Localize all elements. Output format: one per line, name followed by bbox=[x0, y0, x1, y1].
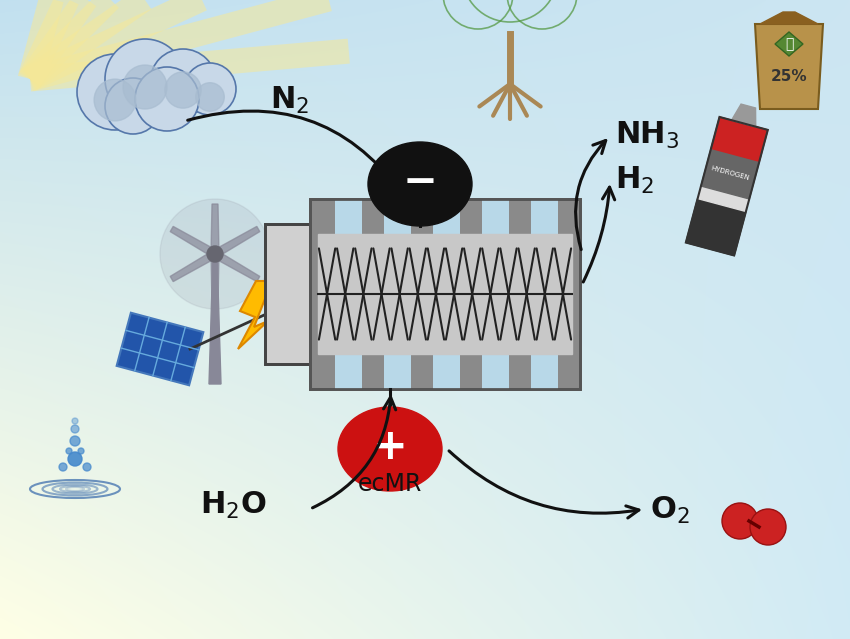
Bar bbox=[482, 354, 509, 389]
Circle shape bbox=[123, 65, 167, 109]
Polygon shape bbox=[213, 250, 260, 282]
Polygon shape bbox=[711, 117, 768, 161]
Circle shape bbox=[105, 78, 161, 134]
Circle shape bbox=[105, 39, 185, 119]
Polygon shape bbox=[686, 199, 746, 256]
Polygon shape bbox=[116, 312, 203, 385]
Bar bbox=[318, 234, 572, 354]
Bar bbox=[265, 224, 310, 364]
Polygon shape bbox=[209, 254, 221, 384]
Text: HYDROGEN: HYDROGEN bbox=[710, 166, 751, 181]
Polygon shape bbox=[170, 250, 217, 282]
Bar bbox=[433, 199, 460, 234]
Text: H$_2$O: H$_2$O bbox=[200, 490, 267, 521]
Circle shape bbox=[135, 67, 199, 131]
Circle shape bbox=[78, 448, 84, 454]
Ellipse shape bbox=[338, 407, 442, 491]
Polygon shape bbox=[760, 12, 818, 24]
Polygon shape bbox=[170, 226, 217, 258]
Circle shape bbox=[72, 418, 78, 424]
Polygon shape bbox=[238, 281, 272, 349]
Polygon shape bbox=[755, 24, 823, 109]
Text: ⬦: ⬦ bbox=[785, 37, 793, 51]
Bar bbox=[265, 224, 310, 364]
Polygon shape bbox=[732, 104, 756, 127]
Bar bbox=[310, 199, 580, 389]
Circle shape bbox=[196, 82, 224, 111]
Circle shape bbox=[68, 452, 82, 466]
Text: 25%: 25% bbox=[771, 69, 808, 84]
Text: ecMR: ecMR bbox=[358, 472, 422, 496]
Bar bbox=[531, 199, 558, 234]
Text: NH$_3$: NH$_3$ bbox=[615, 120, 679, 151]
Bar bbox=[310, 199, 580, 389]
Circle shape bbox=[150, 49, 216, 115]
Polygon shape bbox=[775, 32, 803, 56]
Polygon shape bbox=[211, 254, 219, 304]
Circle shape bbox=[94, 79, 136, 121]
Polygon shape bbox=[213, 226, 260, 258]
Circle shape bbox=[750, 509, 786, 545]
Circle shape bbox=[722, 503, 758, 539]
Text: −: − bbox=[403, 161, 438, 203]
Bar bbox=[383, 199, 411, 234]
Bar bbox=[335, 354, 361, 389]
Circle shape bbox=[83, 463, 91, 471]
Text: H$_2$: H$_2$ bbox=[615, 165, 654, 196]
Text: +: + bbox=[372, 426, 407, 468]
Bar bbox=[531, 354, 558, 389]
Circle shape bbox=[160, 199, 270, 309]
Polygon shape bbox=[701, 148, 759, 199]
Circle shape bbox=[66, 448, 72, 454]
Polygon shape bbox=[698, 186, 750, 212]
Circle shape bbox=[165, 72, 201, 108]
Bar bbox=[383, 354, 411, 389]
Circle shape bbox=[207, 246, 223, 262]
Circle shape bbox=[77, 54, 153, 130]
Circle shape bbox=[184, 63, 236, 115]
Bar bbox=[335, 199, 361, 234]
Text: O$_2$: O$_2$ bbox=[650, 495, 689, 526]
Circle shape bbox=[71, 425, 79, 433]
Bar bbox=[433, 354, 460, 389]
Polygon shape bbox=[211, 204, 219, 254]
Bar bbox=[482, 199, 509, 234]
Circle shape bbox=[59, 463, 67, 471]
Circle shape bbox=[70, 436, 80, 446]
Text: N$_2$: N$_2$ bbox=[270, 85, 309, 116]
Ellipse shape bbox=[368, 142, 472, 226]
Bar bbox=[265, 224, 310, 364]
